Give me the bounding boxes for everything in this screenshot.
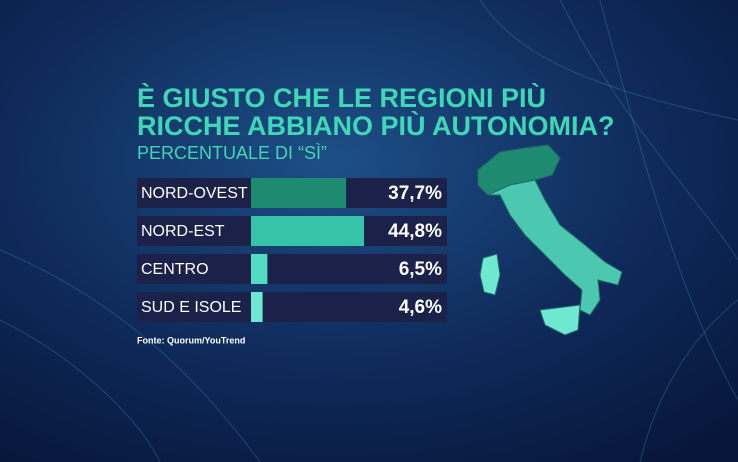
row-background (137, 292, 447, 322)
source: Fonte: Quorum/YouTrend (137, 335, 245, 345)
value-label: 37,7% (388, 183, 442, 204)
bar (251, 254, 268, 284)
chart-subtitle: PERCENTUALE DI “SÌ” (137, 143, 327, 163)
chart-title: È GIUSTO CHE LE REGIONI PIÙ (137, 82, 546, 113)
category-label: SUD E ISOLE (141, 299, 241, 316)
value-label: 6,5% (399, 259, 442, 280)
category-label: NORD-OVEST (141, 185, 248, 202)
bar (251, 216, 364, 246)
chart-title: RICCHE ABBIANO PIÙ AUTONOMIA? (137, 110, 615, 141)
bar (251, 178, 347, 208)
row-background (137, 254, 447, 284)
category-label: NORD-EST (141, 223, 225, 240)
italy-map (477, 144, 623, 336)
value-label: 44,8% (388, 221, 442, 242)
category-label: CENTRO (141, 261, 209, 278)
value-label: 4,6% (399, 297, 442, 318)
bar (251, 292, 263, 322)
